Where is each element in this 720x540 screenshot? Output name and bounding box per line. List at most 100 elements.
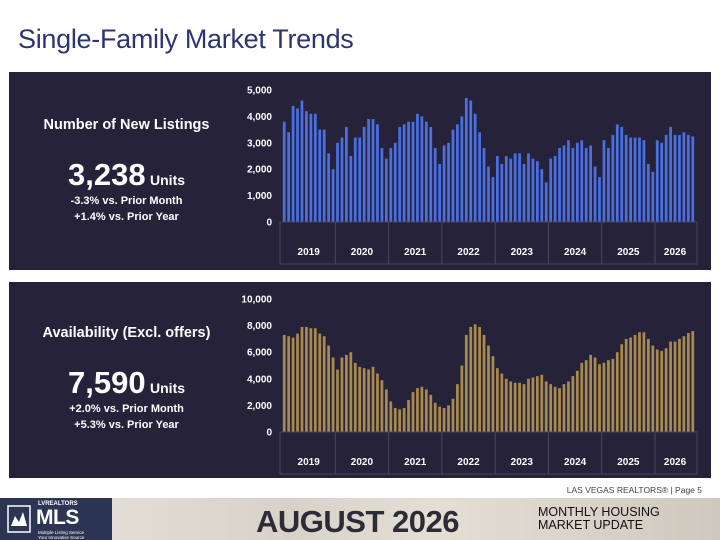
new-listings-year-label: 2025 (617, 247, 640, 258)
new-listings-bar (309, 113, 313, 222)
new-listings-bar (358, 137, 362, 222)
availability-bar (535, 376, 539, 432)
availability-bar (544, 381, 548, 432)
new-listings-bar (642, 140, 646, 222)
new-listings-bar (575, 142, 579, 222)
availability-bar (686, 333, 690, 432)
new-listings-year-label: 2020 (351, 247, 374, 258)
new-listings-bar (438, 163, 442, 222)
availability-bar (638, 332, 641, 432)
availability-bar (384, 389, 388, 432)
availability-ytick-label: 6,000 (247, 348, 272, 359)
new-listings-bar (686, 134, 690, 222)
availability-bar (678, 338, 681, 432)
availability-bar (673, 341, 677, 432)
new-listings-ytick-label: 3,000 (247, 138, 272, 149)
new-listings-bar (540, 169, 544, 222)
availability-bar (429, 394, 433, 432)
new-listings-ytick-label: 4,000 (247, 112, 272, 123)
mls-logo: LVREALTORS MLS Multiple Listing Service … (0, 498, 112, 540)
logo-sub-text: Multiple Listing Service Your Innovative… (38, 530, 84, 540)
availability-bar (669, 341, 672, 432)
availability-change-month: +2.0% vs. Prior Month (69, 403, 184, 415)
new-listings-bar (562, 145, 566, 222)
availability-bar (473, 324, 477, 432)
new-listings-bar (393, 142, 397, 222)
footer-update: MONTHLY HOUSING MARKET UPDATE (538, 506, 660, 532)
new-listings-year-label: 2022 (457, 247, 480, 258)
footer-month: AUGUST 2026 (256, 504, 459, 539)
availability-year-label: 2019 (298, 457, 321, 468)
new-listings-bar (482, 148, 486, 222)
availability-bar (318, 333, 322, 432)
availability-bar (509, 381, 513, 432)
new-listings-year-label: 2021 (404, 247, 427, 258)
new-listings-bar (646, 163, 650, 222)
availability-ytick-label: 10,000 (241, 295, 272, 306)
availability-bar (309, 328, 313, 432)
new-listings-value-line: 3,238 Units (9, 157, 244, 193)
new-listings-bar (571, 148, 575, 222)
new-listings-bar (611, 134, 615, 222)
availability-year-label: 2023 (511, 457, 534, 468)
availability-bar (655, 349, 659, 432)
availability-bar (442, 408, 446, 432)
availability-year-label: 2025 (617, 457, 640, 468)
availability-bar (682, 336, 686, 432)
new-listings-bar (678, 134, 681, 222)
availability-bar-chart: 0 2,000 4,000 6,000 8,000 10,000 2019 2020 2021 2… (241, 295, 698, 475)
new-listings-bar (416, 113, 419, 222)
availability-bar (598, 364, 601, 432)
new-listings-year-label: 2024 (564, 247, 587, 258)
new-listings-bar (682, 132, 686, 222)
availability-bar (456, 384, 459, 432)
new-listings-bar (313, 113, 317, 222)
availability-bar (389, 401, 393, 432)
availability-bar (646, 338, 650, 432)
availability-bar (691, 331, 695, 432)
new-listings-bar (420, 116, 424, 222)
availability-bar (567, 381, 570, 432)
new-listings-bar (607, 148, 610, 222)
availability-bar (540, 374, 544, 432)
availability-bar (340, 357, 344, 432)
availability-bar (416, 388, 419, 432)
availability-bar (287, 336, 291, 432)
new-listings-bar (291, 105, 295, 222)
availability-bar (345, 354, 348, 432)
availability-bar (660, 350, 664, 432)
new-listings-bar (629, 137, 632, 222)
logo-main-text: MLS (36, 506, 79, 529)
new-listings-bar (491, 177, 495, 222)
availability-ytick-label: 8,000 (247, 321, 272, 332)
new-listings-year-label: 2019 (298, 247, 321, 258)
availability-year-label: 2024 (564, 457, 587, 468)
availability-bar (642, 332, 646, 432)
logo-sub-line1: Multiple Listing Service (38, 530, 85, 535)
availability-bar (589, 354, 593, 432)
availability-bar (615, 352, 619, 432)
new-listings-bar (553, 156, 557, 222)
availability-bar (531, 377, 535, 432)
new-listings-bar (513, 153, 517, 222)
new-listings-bar (669, 126, 672, 222)
availability-bar (362, 368, 366, 432)
availability-bar (464, 334, 468, 432)
availability-bar (491, 356, 495, 432)
availability-bar (518, 382, 521, 432)
new-listings-bar (651, 171, 655, 222)
new-listings-bar (478, 132, 481, 222)
availability-bar (349, 352, 353, 432)
new-listings-panel: Number of New Listings 3,238 Units -3.3%… (9, 72, 711, 270)
availability-bar (322, 336, 326, 432)
availability-bar (424, 389, 428, 432)
availability-bar (549, 384, 553, 432)
availability-bar (500, 373, 504, 432)
new-listings-bar (615, 124, 619, 222)
availability-value: 7,590 (67, 365, 146, 400)
new-listings-bar (620, 126, 624, 222)
new-listings-ytick-label: 5,000 (247, 86, 272, 97)
new-listings-bar (535, 161, 539, 222)
new-listings-bar (336, 142, 339, 222)
new-listings-bar (296, 108, 299, 222)
